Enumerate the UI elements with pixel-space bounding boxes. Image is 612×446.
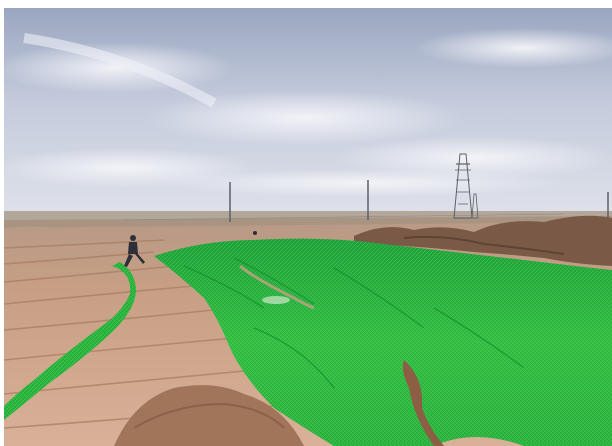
photo-scene [4, 8, 612, 446]
field-photo [4, 8, 612, 446]
net-folds [183, 257, 525, 389]
fence [123, 213, 565, 221]
foreground-mound [114, 385, 304, 446]
worker [124, 235, 145, 267]
dirt-gap [402, 360, 444, 446]
dirt-mound [354, 215, 612, 266]
power-poles [229, 153, 609, 222]
bag-on-net [262, 296, 290, 304]
clouds [4, 28, 612, 197]
